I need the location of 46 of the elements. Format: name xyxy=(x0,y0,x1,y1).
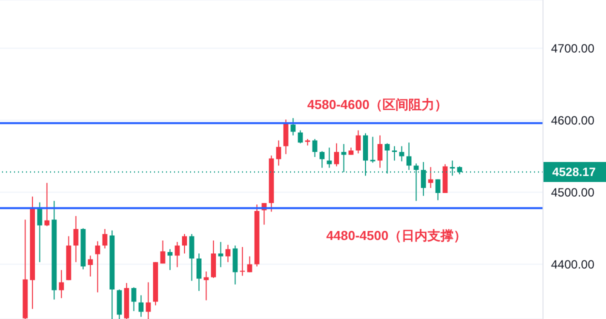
candlestick xyxy=(326,147,332,168)
candlestick xyxy=(276,140,282,166)
candlestick xyxy=(174,241,180,268)
candlestick xyxy=(334,142,340,167)
candlestick xyxy=(399,146,404,162)
y-tick-label: 4600.00 xyxy=(551,114,595,128)
candlestick xyxy=(232,245,238,285)
candlestick xyxy=(435,178,440,201)
candlestick xyxy=(37,202,42,263)
ref-line-label: 4528.17 xyxy=(552,164,596,179)
candlestick xyxy=(88,255,93,278)
candlestick xyxy=(320,150,325,168)
candlestick xyxy=(204,270,209,301)
candlestick xyxy=(189,234,194,282)
candlestick xyxy=(131,286,136,312)
candlestick xyxy=(290,118,296,136)
candlestick xyxy=(283,119,288,155)
candlestick xyxy=(356,130,361,154)
candlestick xyxy=(138,294,144,318)
candlestick xyxy=(240,246,245,276)
y-tick-label: 4400.00 xyxy=(551,258,595,272)
candlestick xyxy=(428,166,434,188)
ref-line-label: 4580-4600（区间阻力） xyxy=(307,97,448,112)
candlestick xyxy=(218,241,224,268)
candlestick xyxy=(182,234,187,254)
candlestick xyxy=(210,240,216,278)
candlestick xyxy=(406,142,412,170)
candlestick xyxy=(370,136,376,164)
candlestick xyxy=(160,240,166,264)
candlestick xyxy=(44,182,50,227)
y-tick-label: 4500.00 xyxy=(551,186,595,200)
candlestick xyxy=(146,282,151,319)
candlestick xyxy=(196,252,202,292)
candlestick xyxy=(58,270,64,299)
candlestick xyxy=(102,228,108,249)
candlestick xyxy=(168,248,173,271)
candlestick xyxy=(312,138,318,158)
candlestick xyxy=(392,146,397,162)
candlestick xyxy=(247,256,252,273)
ref-line-label: 4480-4500（日内支撑） xyxy=(326,228,466,244)
candlestick xyxy=(73,216,78,263)
candlestick xyxy=(377,134,382,168)
candlestick xyxy=(225,244,230,263)
candlestick xyxy=(298,130,303,144)
candlestick xyxy=(95,240,100,293)
y-tick-label: 4700.00 xyxy=(551,42,595,56)
